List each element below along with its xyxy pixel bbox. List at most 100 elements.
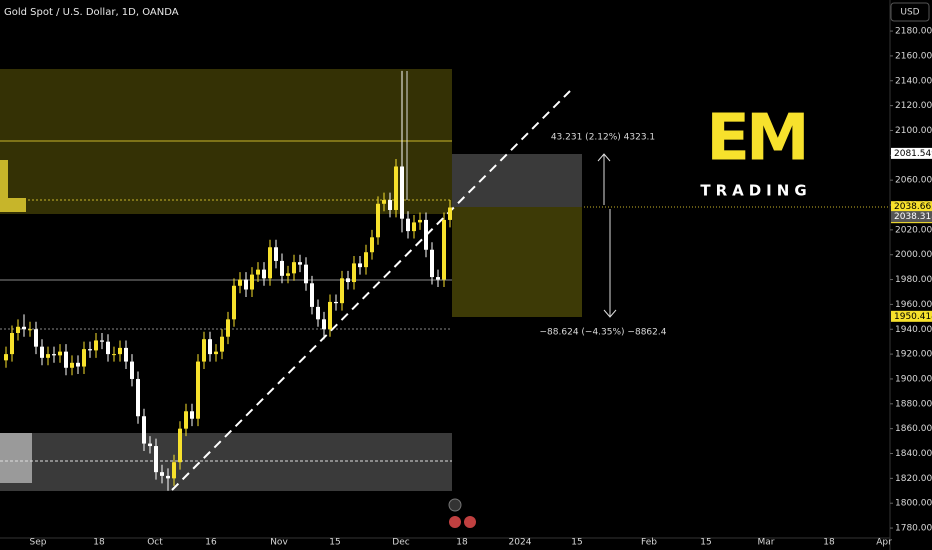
candle-body [46,354,50,358]
candle-body [412,222,416,232]
candle-body [448,207,452,220]
candle-body [244,279,248,290]
y-tick-label: 2000.000 [895,250,932,260]
candle-body [208,339,212,355]
y-tick-label: 1960.000 [895,300,932,310]
target-box [452,154,582,207]
y-tick-label: 1860.000 [895,424,932,434]
x-tick-label: 18 [93,538,105,548]
x-tick-label: Sep [30,538,47,548]
icon[interactable] [449,516,461,528]
x-tick-label: Feb [641,538,657,548]
y-tick-label: 2020.000 [895,225,932,235]
candle-body [370,237,374,253]
candle-body [118,347,122,355]
candle-body [88,349,92,351]
y-tick-label: 2120.000 [895,101,932,111]
logo-text: TRADING [700,182,811,200]
candle-body [160,472,164,476]
x-tick-label: Nov [270,538,288,548]
candle-body [346,278,350,283]
candle-body [388,200,392,210]
candle-body [82,349,86,367]
candle-body [292,262,296,274]
x-tick-label: Oct [147,538,163,548]
candle-body [442,219,446,280]
measure-arrow [603,309,617,318]
y-tick-label: 1940.000 [895,325,932,335]
y-tick-label: 2180.000 [895,27,932,37]
y-tick-label: 1800.000 [895,499,932,509]
icon[interactable] [464,516,476,528]
y-tick-label: 2160.000 [895,51,932,61]
y-tick-label: 1840.000 [895,449,932,459]
measure-up-label: 43.231 (2.12%) 4323.1 [551,133,655,143]
candle-body [154,446,158,473]
candle-body [178,428,182,463]
y-tick-label: 2140.000 [895,76,932,86]
candle-body [352,263,356,283]
logo-mark: EM [706,102,805,176]
candle-body [52,354,56,356]
candle-body [280,260,284,276]
candle-body [430,249,434,278]
candle-body [10,332,14,355]
candle-body [358,263,362,268]
candle-body [382,200,386,204]
candle-body [364,252,368,268]
candle-body [202,339,206,362]
candle-body [76,362,80,367]
candle-body [256,269,260,275]
candle-body [406,218,410,232]
candle-body [226,319,230,337]
y-tick-label: 1880.000 [895,399,932,409]
candle-body [232,285,236,320]
x-tick-label: 18 [456,538,468,548]
x-tick-label: 18 [823,538,835,548]
candle-body [394,166,398,210]
volume-profile [0,198,26,212]
candle-body [310,283,314,307]
candle-body [40,346,44,358]
demand-zone [0,433,452,491]
candle-body [34,329,38,347]
candle-body [436,277,440,280]
candle-body [100,340,104,342]
candle-body [400,166,404,219]
candle-body [130,361,134,379]
y-tick-label: 1900.000 [895,374,932,384]
candle-body [4,354,8,361]
price-label: 2081.549 [894,149,932,159]
candle-body [238,279,242,286]
volume-profile [0,160,8,210]
candle-body [112,354,116,356]
price-label-box [891,147,932,159]
candle-body [136,378,140,417]
price-label: 2038.318 [894,212,932,222]
candle-body [190,411,194,419]
candle-body [334,301,338,304]
volume-profile [0,433,32,483]
candle-body [274,247,278,261]
candle-body [268,247,272,279]
candle-body [262,269,266,279]
x-tick-label: 15 [700,538,711,548]
candle-body [70,362,74,368]
candle-body [286,273,290,276]
candle-body [106,341,110,355]
y-tick-label: 2100.000 [895,126,932,136]
candle-body [142,416,146,444]
y-tick-label: 2060.000 [895,176,932,186]
x-tick-label: Mar [758,538,775,548]
candle-body [304,264,308,284]
trend-line [171,90,571,491]
icon[interactable] [448,498,462,512]
candle-body [124,347,128,362]
candle-body [250,274,254,290]
x-tick-label: 2024 [509,538,532,548]
candle-body [418,219,422,223]
candle-body [28,329,32,331]
y-tick-label: 1920.000 [895,350,932,360]
price-label: 2038.665 [894,202,932,212]
